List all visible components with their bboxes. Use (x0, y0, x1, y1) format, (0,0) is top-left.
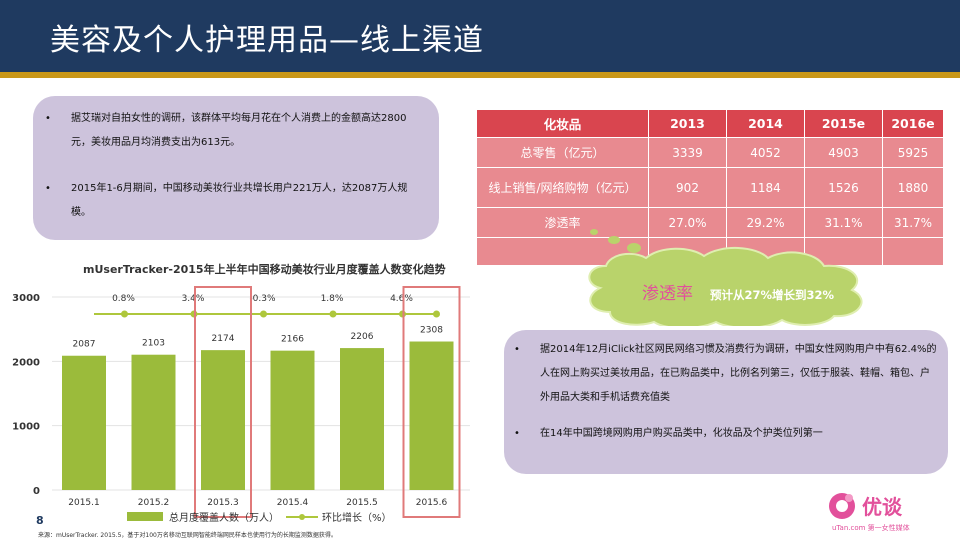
growth-point (433, 310, 440, 318)
bar-value-label: 2174 (212, 334, 235, 344)
bar (62, 355, 106, 490)
bullet-icon: • (514, 428, 520, 439)
left-bullet-1-text: 据艾瑞对自拍女性的调研，该群体平均每月花在个人消费上的金额高达2800元，美妆用… (71, 113, 407, 148)
x-tick-label: 2015.4 (277, 498, 309, 508)
right-bullet-2-text: 在14年中国跨境网购用户购买品类中，化妆品及个护类位列第一 (540, 428, 823, 439)
table-cell: 线上销售/网络购物（亿元） (476, 167, 649, 208)
table-cell: 总零售（亿元） (476, 137, 649, 168)
source-note: 来源：mUserTracker. 2015.5，基于对100万名移动互联网智能终… (38, 532, 337, 539)
chart-legend: 总月度覆盖人数（万人） 环比增长（%） (127, 511, 392, 524)
table-cell: 27.0% (648, 207, 727, 238)
bar (131, 354, 176, 490)
cloud-label: 渗透率 (642, 284, 693, 304)
bullet-icon: • (514, 344, 520, 355)
y-tick-label: 0 (33, 486, 40, 497)
y-tick-label: 1000 (12, 422, 40, 433)
x-tick-label: 2015.2 (138, 498, 170, 508)
highlight-box (194, 286, 252, 518)
utan-logo-icon (829, 493, 855, 519)
right-text-bubble: • 据2014年12月iClick社区网民网络习惯及消费行为调研，中国女性网购用… (504, 330, 948, 474)
left-bullet-2-text: 2015年1-6月期间，中国移动美妆行业共增长用户221万人，达2087万人规模… (71, 183, 408, 218)
chart-title: mUserTracker-2015年上半年中国移动美妆行业月度覆盖人数变化趋势 (83, 262, 446, 276)
legend-line-marker (299, 514, 305, 520)
table-cell: 1880 (882, 167, 944, 208)
table-cell: 4903 (804, 137, 883, 168)
right-bullet-1-text: 据2014年12月iClick社区网民网络习惯及消费行为调研，中国女性网购用户中… (540, 344, 937, 403)
bar (409, 341, 454, 490)
x-tick-label: 2015.1 (68, 498, 100, 508)
bar-value-label: 2206 (351, 332, 374, 342)
bar (270, 350, 315, 490)
table-cell: 902 (648, 167, 727, 208)
cloud-shape (588, 246, 863, 326)
bar-value-label: 2166 (281, 335, 304, 345)
bar (201, 350, 245, 490)
table-row: 渗透率 27.0% 29.2% 31.1% 31.7% (476, 207, 944, 238)
table-cell: 1526 (804, 167, 883, 208)
bar-value-label: 2308 (420, 326, 443, 336)
growth-point (329, 310, 337, 318)
table-header-cell: 2013 (648, 109, 727, 138)
table-cell: 31.7% (882, 207, 944, 238)
growth-label: 3.4% (182, 294, 205, 304)
table-cell-empty (882, 237, 944, 266)
bar-value-label: 2087 (73, 340, 96, 350)
growth-label: 4.6% (390, 294, 413, 304)
header-accent-line (0, 72, 960, 78)
page-title: 美容及个人护理用品—线上渠道 (50, 23, 484, 58)
legend-line-label: 环比增长（%） (322, 511, 392, 524)
header-bar (0, 0, 960, 72)
table-header-cell: 化妆品 (476, 109, 649, 138)
bar (340, 348, 384, 490)
table-header-cell: 2014 (726, 109, 805, 138)
bar-value-label: 2103 (142, 339, 165, 349)
table-cell: 3339 (648, 137, 727, 168)
coverage-trend-chart: mUserTracker-2015年上半年中国移动美妆行业月度覆盖人数变化趋势 … (12, 262, 470, 524)
y-tick-label: 3000 (12, 293, 40, 304)
penetration-cloud-callout: 渗透率 预计从27%增长到32% (588, 229, 863, 326)
bullet-icon: • (45, 183, 51, 194)
utan-logo: 优谈 uTan.com 第一女性媒体 (829, 493, 910, 532)
legend-bar-label: 总月度覆盖人数（万人） (169, 511, 279, 524)
chart-bars: 2087 2103 2174 2166 2206 2308 (62, 326, 454, 490)
chart-x-labels: 2015.1 2015.2 2015.3 2015.4 2015.5 2015.6 (68, 498, 447, 508)
x-tick-label: 2015.3 (207, 498, 239, 508)
bullet-icon: • (45, 113, 51, 124)
logo-name: 优谈 (862, 495, 903, 519)
table-cell: 1184 (726, 167, 805, 208)
growth-point (260, 310, 267, 318)
table-row: 线上销售/网络购物（亿元） 902 1184 1526 1880 (476, 167, 944, 208)
table-header-cell: 2016e (882, 109, 944, 138)
chart-growth-line: 0.8% 3.4% -0.3% 1.8% 4.6% (94, 294, 440, 318)
table-cell-empty (476, 237, 649, 266)
x-tick-label: 2015.6 (416, 498, 448, 508)
table-cell: 4052 (726, 137, 805, 168)
table-cell: 渗透率 (476, 207, 649, 238)
table-row: 总零售（亿元） 3339 4052 4903 5925 (476, 137, 944, 168)
highlight-box (402, 286, 461, 518)
page-number: 8 (36, 514, 44, 527)
y-tick-label: 2000 (12, 357, 40, 368)
chart-y-ticks: 0 1000 2000 3000 (12, 293, 40, 497)
chart-highlights (194, 286, 461, 518)
growth-label: 0.8% (112, 294, 135, 304)
x-tick-label: 2015.5 (346, 498, 378, 508)
cloud-text: 预计从27%增长到32% (710, 288, 835, 302)
chart-grid (52, 296, 470, 491)
legend-bar-swatch (127, 512, 163, 521)
table-cell: 5925 (882, 137, 944, 168)
thought-dots (590, 229, 641, 253)
growth-label: 1.8% (321, 294, 344, 304)
table-header-row: 化妆品 2013 2014 2015e 2016e (476, 109, 944, 138)
growth-label: -0.3% (249, 294, 276, 304)
logo-sub: uTan.com 第一女性媒体 (832, 523, 910, 532)
growth-point (121, 310, 128, 318)
left-text-bubble: • 据艾瑞对自拍女性的调研，该群体平均每月花在个人消费上的金额高达2800元，美… (33, 96, 439, 240)
table-header-cell: 2015e (804, 109, 883, 138)
